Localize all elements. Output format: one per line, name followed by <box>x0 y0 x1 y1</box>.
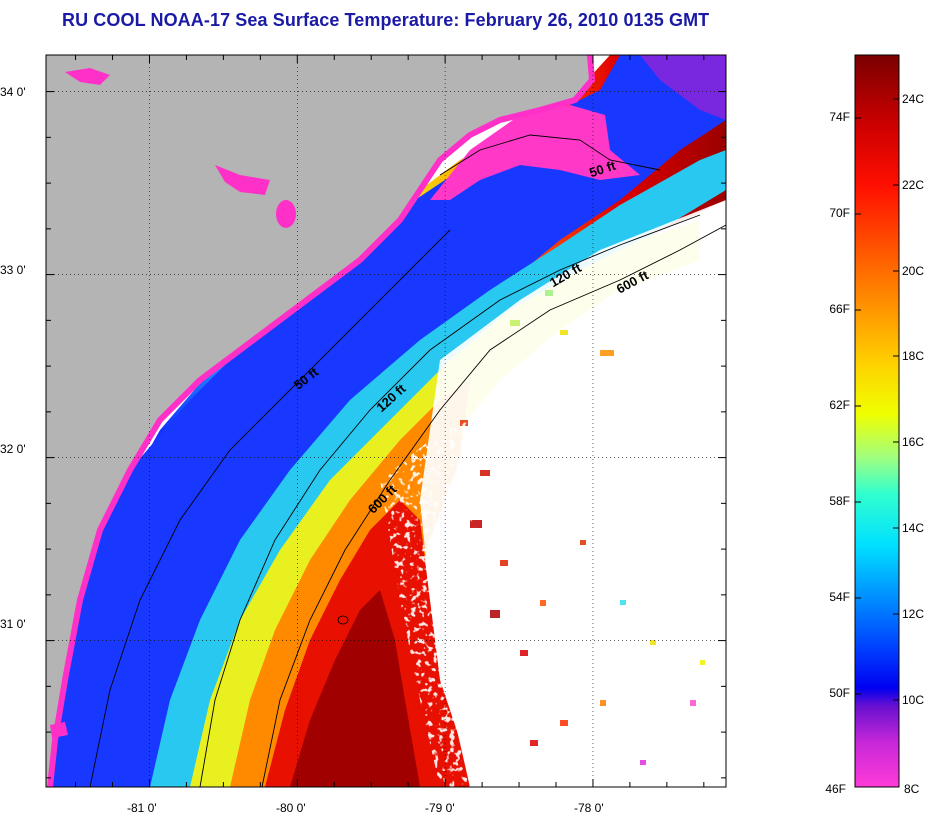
map-frame <box>45 54 727 788</box>
c-tick-14: 14C <box>902 521 924 535</box>
inland-lake <box>65 68 110 85</box>
lon-label-80: -80 0' <box>276 801 306 815</box>
contour-line-600ft <box>261 224 726 787</box>
lon-label-79: -79 0' <box>425 801 455 815</box>
latitude-labels: 34 0' 33 0' 32 0' 31 0' <box>0 85 26 631</box>
contour-line-50ft-north <box>439 134 661 176</box>
contour-loop <box>337 615 349 625</box>
inland-lake <box>50 722 68 738</box>
longitude-labels: -81 0' -80 0' -79 0' -78 0' <box>127 801 604 815</box>
c-tick-12: 12C <box>902 607 924 621</box>
f-tick-66: 66F <box>829 302 850 316</box>
map-area <box>46 55 726 787</box>
lon-label-81: -81 0' <box>127 801 157 815</box>
lat-label-34: 34 0' <box>0 85 26 99</box>
colorbar-gradient <box>854 54 900 788</box>
f-tick-74: 74F <box>829 110 850 124</box>
inland-lake <box>276 200 296 228</box>
cloud-speckle <box>380 420 490 787</box>
f-tick-58: 58F <box>829 494 850 508</box>
f-tick-46: 46F <box>825 782 846 796</box>
temperature-colorbar: 74F 70F 66F 62F 58F 54F 50F 46F 24C 22C … <box>825 54 924 796</box>
lat-label-32: 32 0' <box>0 442 26 456</box>
northern-water <box>610 55 726 120</box>
celsius-scale: 24C 22C 20C 18C 16C 14C 12C 10C 8C <box>902 92 924 796</box>
contour-line-120ft <box>199 214 701 787</box>
f-tick-54: 54F <box>829 590 850 604</box>
c-tick-16: 16C <box>902 435 924 449</box>
land-mass <box>46 55 592 787</box>
map-tick-marks <box>46 55 726 787</box>
contour-line-50ft <box>89 229 451 787</box>
lat-label-33: 33 0' <box>0 263 26 277</box>
f-tick-62: 62F <box>829 398 850 412</box>
lat-label-31: 31 0' <box>0 617 26 631</box>
c-tick-10: 10C <box>902 693 924 707</box>
c-tick-18: 18C <box>902 349 924 363</box>
cold-nearshore-water <box>430 105 640 200</box>
map-title: RU COOL NOAA-17 Sea Surface Temperature:… <box>62 10 710 30</box>
lat-lon-grid <box>46 55 726 787</box>
c-tick-20: 20C <box>902 264 924 278</box>
f-tick-70: 70F <box>829 206 850 220</box>
c-tick-24: 24C <box>902 92 924 106</box>
lon-label-78: -78 0' <box>574 801 604 815</box>
coastal-rim <box>47 55 596 787</box>
cloud-mask <box>420 200 726 787</box>
fahrenheit-scale: 74F 70F 66F 62F 58F 54F 50F 46F <box>825 110 850 796</box>
inland-lake <box>215 165 270 195</box>
c-tick-8: 8C <box>904 782 920 796</box>
f-tick-50: 50F <box>829 686 850 700</box>
gulf-stream-hot-core <box>290 590 420 787</box>
c-tick-22: 22C <box>902 178 924 192</box>
